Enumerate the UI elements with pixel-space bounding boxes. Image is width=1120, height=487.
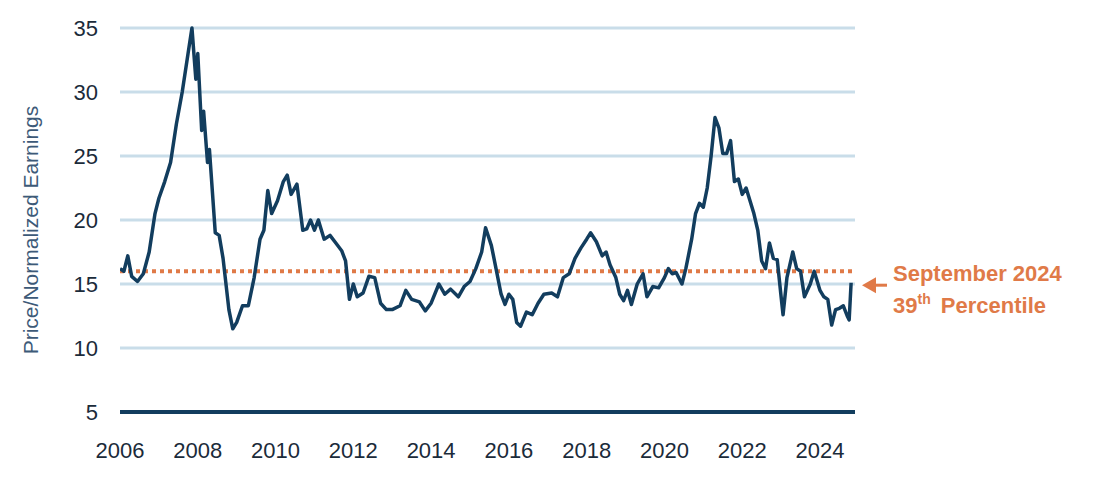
x-tick-label: 2022 [718, 438, 767, 463]
grid-line [120, 347, 855, 350]
y-axis-title: Price/Normalized Earnings [19, 106, 42, 355]
x-axis-line [120, 410, 855, 414]
x-tick-label: 2012 [329, 438, 378, 463]
annotation-text: September 2024 [893, 261, 1063, 286]
plot-area [120, 28, 855, 329]
x-tick-label: 2020 [640, 438, 689, 463]
x-tick-label: 2010 [251, 438, 300, 463]
grid-line [120, 91, 855, 94]
chart: 5 10 15 20 25 30 35 2006 2008 2010 2012 2014 2016 201… [0, 0, 1120, 487]
x-tick-label: 2018 [562, 438, 611, 463]
annotation-arrow-head [862, 277, 876, 293]
y-tick-label: 10 [74, 336, 98, 361]
x-tick-label: 2008 [173, 438, 222, 463]
grid-line [120, 219, 855, 222]
grid-line [120, 283, 855, 286]
grid-line [120, 27, 855, 30]
x-tick-label: 2016 [484, 438, 533, 463]
y-tick-label: 35 [74, 16, 98, 41]
reference-line [120, 269, 855, 273]
x-tick-label: 2024 [796, 438, 845, 463]
annotation-text: 39th Percentile [893, 291, 1046, 318]
y-tick-label: 5 [86, 400, 98, 425]
x-tick-label: 2006 [96, 438, 145, 463]
x-tick-label: 2014 [407, 438, 456, 463]
y-tick-label: 30 [74, 80, 98, 105]
y-tick-label: 15 [74, 272, 98, 297]
grid-line [120, 155, 855, 158]
y-tick-label: 25 [74, 144, 98, 169]
y-tick-label: 20 [74, 208, 98, 233]
pe-line [120, 28, 851, 329]
